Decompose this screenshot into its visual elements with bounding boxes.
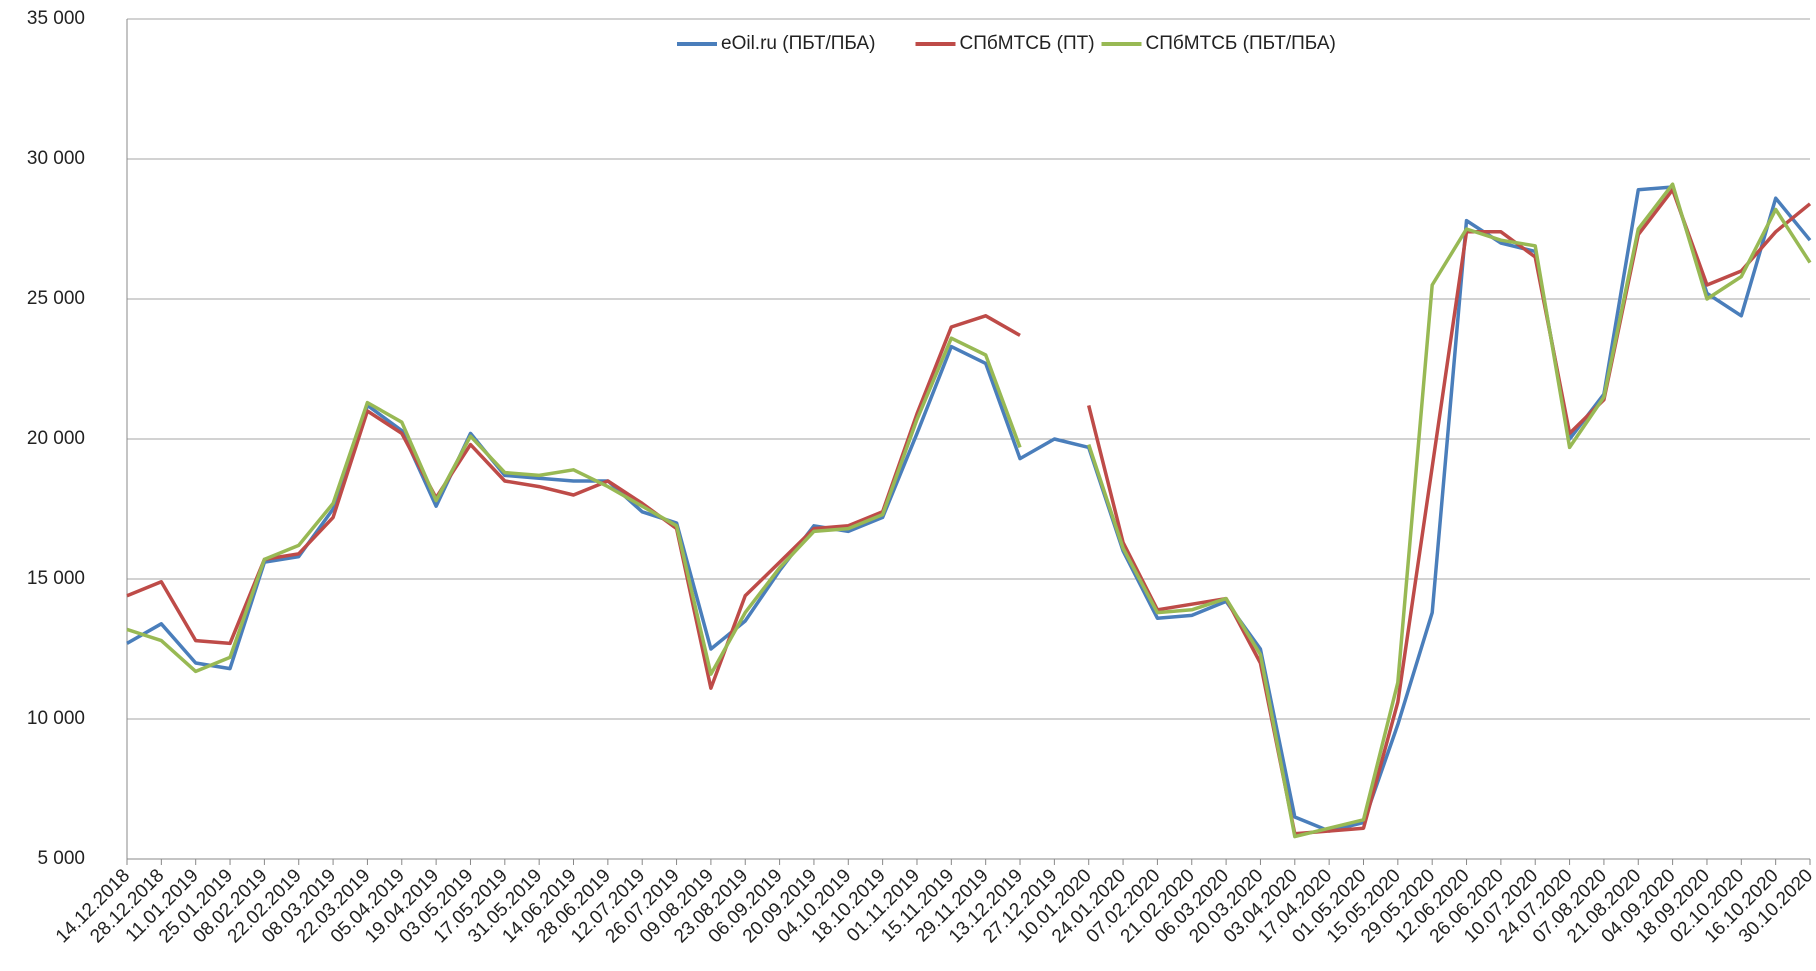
legend-label: eOil.ru (ПБТ/ПБА) bbox=[721, 33, 875, 54]
y-tick-label: 15 000 bbox=[27, 568, 85, 589]
legend-label: СПбМТСБ (ПБТ/ПБА) bbox=[1146, 33, 1336, 54]
y-tick-label: 5 000 bbox=[37, 848, 85, 869]
legend-label: СПбМТСБ (ПТ) bbox=[960, 33, 1095, 54]
y-tick-label: 30 000 bbox=[27, 148, 85, 169]
y-tick-label: 25 000 bbox=[27, 288, 85, 309]
y-tick-label: 35 000 bbox=[27, 8, 85, 29]
series-line bbox=[126, 188, 1812, 836]
series-line bbox=[126, 185, 1812, 833]
series-line bbox=[126, 182, 1812, 839]
y-tick-label: 20 000 bbox=[27, 428, 85, 449]
y-tick-label: 10 000 bbox=[27, 708, 85, 729]
